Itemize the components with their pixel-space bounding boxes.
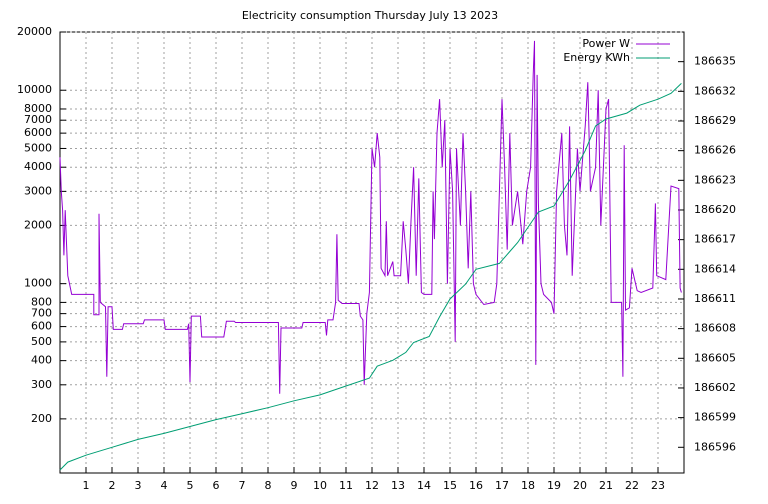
x-tick-label: 14 bbox=[417, 479, 431, 492]
x-tick-label: 16 bbox=[469, 479, 483, 492]
x-tick-label: 12 bbox=[365, 479, 379, 492]
y-tick-label: 20000 bbox=[17, 25, 52, 38]
x-tick-label: 18 bbox=[521, 479, 535, 492]
x-tick-label: 23 bbox=[651, 479, 665, 492]
x-tick-label: 3 bbox=[135, 479, 142, 492]
y-tick-label: 8000 bbox=[24, 102, 52, 115]
y-tick-label: 10000 bbox=[17, 83, 52, 96]
y2-tick-label: 186611 bbox=[694, 292, 736, 305]
y2-tick-label: 186620 bbox=[694, 203, 736, 216]
series-line bbox=[59, 83, 682, 471]
x-tick-label: 6 bbox=[213, 479, 220, 492]
x-tick-label: 13 bbox=[391, 479, 405, 492]
y2-tick-label: 186602 bbox=[694, 381, 736, 394]
y2-tick-label: 186629 bbox=[694, 114, 736, 127]
y-tick-label: 200 bbox=[31, 412, 52, 425]
chart-title: Electricity consumption Thursday July 13… bbox=[242, 9, 498, 22]
y-tick-label: 500 bbox=[31, 335, 52, 348]
series-line bbox=[59, 40, 682, 394]
y2-tick-label: 186635 bbox=[694, 55, 736, 68]
x-tick-label: 20 bbox=[573, 479, 587, 492]
x-tick-label: 4 bbox=[161, 479, 168, 492]
y2-tick-label: 186605 bbox=[694, 351, 736, 364]
y-tick-label: 7000 bbox=[24, 113, 52, 126]
y2-tick-label: 186599 bbox=[694, 411, 736, 424]
y2-tick-label: 186596 bbox=[694, 440, 736, 453]
x-tick-label: 15 bbox=[443, 479, 457, 492]
x-tick-label: 21 bbox=[599, 479, 613, 492]
y-tick-label: 4000 bbox=[24, 160, 52, 173]
x-tick-label: 11 bbox=[339, 479, 353, 492]
x-tick-label: 2 bbox=[109, 479, 116, 492]
y2-tick-label: 186617 bbox=[694, 233, 736, 246]
y-tick-label: 300 bbox=[31, 378, 52, 391]
x-tick-label: 1 bbox=[83, 479, 90, 492]
x-tick-label: 22 bbox=[625, 479, 639, 492]
x-tick-label: 9 bbox=[291, 479, 298, 492]
x-tick-label: 10 bbox=[313, 479, 327, 492]
x-tick-label: 8 bbox=[265, 479, 272, 492]
y-tick-label: 3000 bbox=[24, 184, 52, 197]
x-tick-label: 17 bbox=[495, 479, 509, 492]
y-tick-label: 1000 bbox=[24, 277, 52, 290]
y2-tick-label: 186623 bbox=[694, 173, 736, 186]
x-tick-label: 7 bbox=[239, 479, 246, 492]
y2-tick-label: 186608 bbox=[694, 322, 736, 335]
x-tick-label: 5 bbox=[187, 479, 194, 492]
y-tick-label: 5000 bbox=[24, 141, 52, 154]
y-tick-label: 6000 bbox=[24, 126, 52, 139]
y2-tick-label: 186614 bbox=[694, 262, 736, 275]
y2-tick-label: 186626 bbox=[694, 144, 736, 157]
legend-label: Power W bbox=[582, 37, 630, 50]
y-tick-label: 2000 bbox=[24, 218, 52, 231]
legend-label: Energy KWh bbox=[563, 51, 630, 64]
y-tick-label: 400 bbox=[31, 354, 52, 367]
y2-tick-label: 186632 bbox=[694, 84, 736, 97]
y-tick-label: 800 bbox=[31, 295, 52, 308]
y-tick-label: 600 bbox=[31, 320, 52, 333]
y-tick-label: 700 bbox=[31, 307, 52, 320]
x-tick-label: 19 bbox=[547, 479, 561, 492]
